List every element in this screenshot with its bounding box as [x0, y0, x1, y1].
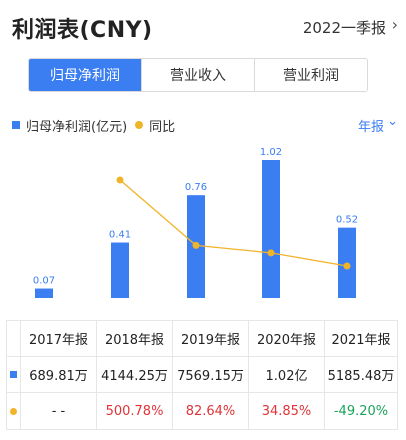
table-row-yoy: - - 500.78% 82.64% 34.85% -49.20%: [7, 393, 397, 429]
bar-value-label: 0.41: [109, 230, 131, 241]
chart-legend: 归母净利润(亿元) 同比: [12, 116, 176, 135]
table-row-profit: 689.81万 4144.25万 7569.15万 1.02亿 5185.48万: [7, 357, 397, 393]
data-table: 2017年报 2018年报 2019年报 2020年报 2021年报 689.8…: [6, 320, 398, 430]
table-header-cell: 2018年报: [97, 321, 173, 356]
profit-chart: 0.07 0.41 0.76 1.02 0.52: [33, 147, 358, 298]
bar-2017年报: [35, 288, 53, 298]
yoy-point: [267, 249, 275, 257]
table-header-cell: 2021年报: [331, 333, 391, 348]
header: 利润表(CNY) 2022一季报 ›: [12, 12, 398, 43]
line-series-marker: [10, 407, 17, 415]
page-title: 利润表(CNY): [12, 18, 153, 43]
table-header-cell: 2020年报: [249, 321, 325, 356]
table-cell: 7569.15万: [173, 357, 249, 392]
yoy-line: [119, 179, 348, 267]
table-cell: -49.20%: [333, 403, 389, 419]
line-legend-dot: [135, 121, 144, 129]
bar-value-label: 1.02: [260, 147, 282, 158]
table-cell: 34.85%: [249, 393, 325, 429]
bar-value-label: 0.76: [185, 182, 207, 193]
metric-tabs: 归母净利润 营业收入 营业利润: [28, 58, 368, 92]
table-cell: 4144.25万: [97, 357, 173, 392]
table-header-cell: 2017年报: [21, 321, 97, 356]
bar-series-marker: [10, 371, 17, 378]
table-cell: 82.64%: [173, 393, 249, 429]
table-header-cell: 2019年报: [173, 321, 249, 356]
tab-revenue[interactable]: 营业收入: [142, 59, 255, 91]
tab-net-profit[interactable]: 归母净利润: [29, 59, 142, 91]
table-header-row: 2017年报 2018年报 2019年报 2020年报 2021年报: [7, 321, 397, 357]
table-cell: 5185.48万: [327, 369, 395, 384]
table-cell: 1.02亿: [249, 357, 325, 392]
bar-value-label: 0.52: [336, 215, 358, 226]
bar-legend-swatch: [12, 121, 20, 129]
tab-operating-profit[interactable]: 营业利润: [255, 59, 367, 91]
table-cell: 500.78%: [97, 393, 173, 429]
yoy-point: [116, 176, 124, 184]
yoy-point: [192, 241, 200, 249]
table-cell: 689.81万: [21, 357, 97, 392]
chevron-down-icon[interactable]: ⌄: [387, 114, 398, 129]
bar-2018年报: [111, 242, 129, 298]
bar-2020年报: [262, 160, 280, 298]
period-selector[interactable]: 2022一季报: [302, 19, 386, 37]
chevron-right-icon[interactable]: ›: [391, 15, 398, 34]
bar-legend-label: 归母净利润(亿元): [26, 119, 128, 135]
bar-value-label: 0.07: [33, 276, 55, 287]
range-select[interactable]: 年报: [357, 120, 384, 135]
yoy-point: [343, 262, 351, 270]
table-cell: - -: [21, 393, 97, 429]
line-legend-label: 同比: [149, 119, 176, 135]
